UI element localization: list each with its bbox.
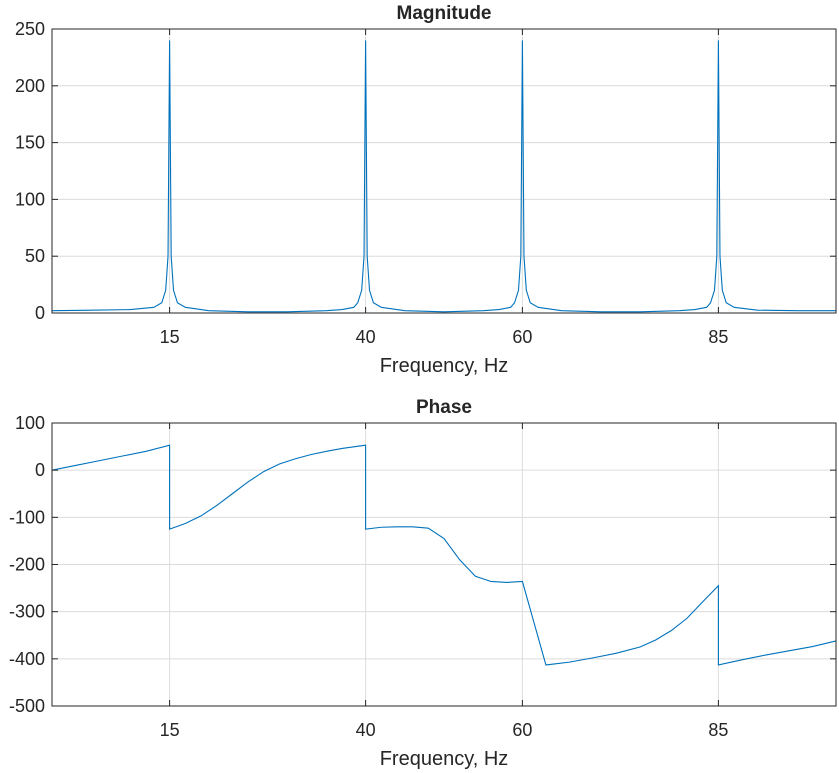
magnitude-y-tick-label: 250 bbox=[15, 19, 45, 39]
phase-y-tick-label: -300 bbox=[9, 602, 45, 622]
magnitude-x-tick-label: 85 bbox=[708, 327, 728, 347]
magnitude-ticks: 15 40 60 85 0 50 100 150 200 250 bbox=[15, 19, 836, 347]
magnitude-x-tick-label: 60 bbox=[512, 327, 532, 347]
magnitude-series bbox=[51, 40, 836, 313]
phase-y-tick-label: -100 bbox=[9, 507, 45, 527]
magnitude-axes-background bbox=[51, 28, 837, 314]
magnitude-x-tick-label: 15 bbox=[160, 327, 180, 347]
phase-plot: 15 40 60 85 100 0 -100 -200 -300 -400 -500 Phase F… bbox=[9, 397, 837, 770]
phase-x-tick-label: 60 bbox=[512, 720, 532, 740]
phase-x-tick-label: 85 bbox=[708, 720, 728, 740]
phase-x-tick-label: 15 bbox=[160, 720, 180, 740]
phase-y-tick-label: -200 bbox=[9, 555, 45, 575]
magnitude-axes-frame bbox=[51, 28, 837, 314]
magnitude-y-tick-label: 0 bbox=[35, 303, 45, 323]
phase-series bbox=[51, 444, 837, 666]
phase-y-tick-label: -500 bbox=[9, 696, 45, 716]
magnitude-x-axis-label: Frequency, Hz bbox=[380, 355, 509, 377]
magnitude-plot: 15 40 60 85 0 50 100 150 200 250 Magnitude Freque… bbox=[15, 3, 837, 377]
phase-y-tick-label: 0 bbox=[35, 460, 45, 480]
magnitude-y-tick-label: 50 bbox=[25, 246, 45, 266]
magnitude-y-tick-label: 200 bbox=[15, 76, 45, 96]
phase-y-tick-label: 100 bbox=[15, 413, 45, 433]
phase-series-line bbox=[51, 444, 837, 666]
magnitude-title: Magnitude bbox=[397, 3, 492, 24]
phase-title: Phase bbox=[416, 397, 472, 418]
magnitude-x-tick-label: 40 bbox=[356, 327, 376, 347]
phase-y-tick-label: -400 bbox=[9, 649, 45, 669]
phase-ticks: 15 40 60 85 100 0 -100 -200 -300 -400 -500 bbox=[9, 413, 836, 740]
magnitude-y-tick-label: 150 bbox=[15, 133, 45, 153]
phase-x-tick-label: 40 bbox=[356, 720, 376, 740]
magnitude-series-line bbox=[51, 40, 836, 313]
magnitude-y-tick-label: 100 bbox=[15, 189, 45, 209]
phase-x-axis-label: Frequency, Hz bbox=[380, 748, 509, 770]
